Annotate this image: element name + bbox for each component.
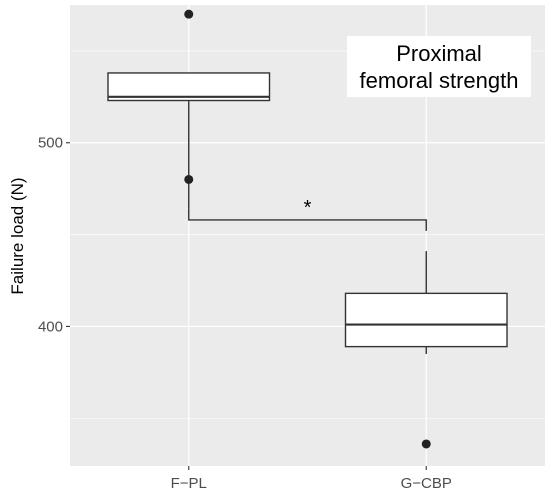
box-iqr [344,292,508,348]
axes: 400 500 F−PL G−CBP [38,135,452,492]
significance-line [188,208,427,231]
y-tick-label: 500 [38,135,63,152]
significance-label: * [304,197,312,219]
x-tick-label: G−CBP [401,475,452,492]
chart-annotation: Proximal femoral strength [347,36,531,97]
annotation-background [347,36,531,97]
y-axis-title: Failure load (N) [8,177,27,294]
x-tick-label: F−PL [171,475,207,492]
annotation-line-1: Proximal [396,41,482,66]
significance-bracket: * [188,197,427,231]
y-tick-label: 400 [38,318,63,335]
outlier-point [184,9,194,19]
box-marks [107,9,508,449]
outlier-point [184,174,194,184]
annotation-line-2: femoral strength [360,68,519,93]
outlier-point [421,439,431,449]
